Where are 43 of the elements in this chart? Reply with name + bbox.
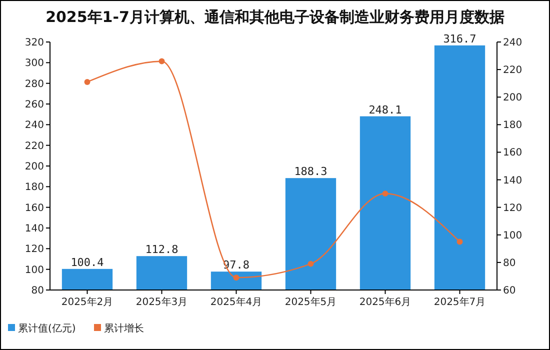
x-tick-label: 2025年4月 bbox=[210, 296, 262, 308]
y-tick-label: 140 bbox=[24, 224, 44, 234]
y2-tick-label: 240 bbox=[503, 38, 522, 48]
y2-tick-label: 200 bbox=[503, 92, 522, 104]
x-tick-label: 2025年5月 bbox=[284, 296, 337, 308]
x-tick-label: 2025年6月 bbox=[359, 296, 412, 308]
y2-tick-label: 100 bbox=[503, 230, 522, 242]
y-tick-label: 160 bbox=[24, 202, 44, 214]
y2-tick-label: 120 bbox=[503, 202, 522, 214]
y-tick-label: 200 bbox=[24, 162, 44, 172]
legend-label: 累计增长 bbox=[104, 322, 144, 334]
point bbox=[233, 274, 240, 281]
point bbox=[456, 238, 463, 245]
y-tick-label: 260 bbox=[24, 100, 44, 110]
y-tick-label: 100 bbox=[24, 264, 44, 276]
y-tick-label: 300 bbox=[24, 58, 44, 70]
legend-label: 累计值(亿元) bbox=[18, 322, 76, 334]
y2-tick-label: 140 bbox=[503, 175, 522, 186]
data-label: 188.3 bbox=[294, 165, 328, 178]
chart-title: 2025年1-7月计算机、通信和其他电子设备制造业财务费用月度数据 bbox=[46, 8, 504, 26]
point bbox=[382, 190, 388, 197]
y-tick-label: 120 bbox=[24, 244, 44, 256]
data-label: 112.8 bbox=[145, 243, 178, 256]
x-tick-label: 2025年7月 bbox=[434, 296, 486, 308]
y2-tick-label: 180 bbox=[503, 120, 522, 132]
x-tick-label: 2025年3月 bbox=[136, 296, 188, 308]
y2-tick-label: 160 bbox=[503, 148, 522, 159]
point bbox=[158, 58, 165, 64]
data-label: 100.4 bbox=[70, 256, 104, 269]
y2-tick-label: 80 bbox=[503, 258, 516, 269]
point bbox=[84, 78, 90, 85]
y2-tick-label: 220 bbox=[503, 65, 522, 76]
y-tick-label: 220 bbox=[24, 140, 44, 152]
data-label: 316.7 bbox=[443, 32, 476, 46]
y-tick-label: 240 bbox=[24, 120, 44, 132]
x-tick-label: 2025年2月 bbox=[61, 296, 114, 308]
y-tick-label: 280 bbox=[24, 78, 44, 90]
y-tick-label: 180 bbox=[24, 182, 44, 194]
point bbox=[308, 260, 314, 267]
y-tick-label: 320 bbox=[24, 38, 44, 48]
y2-tick-label: 60 bbox=[503, 286, 516, 296]
data-label: 248.1 bbox=[368, 103, 402, 116]
y-tick-label: 80 bbox=[31, 286, 44, 296]
